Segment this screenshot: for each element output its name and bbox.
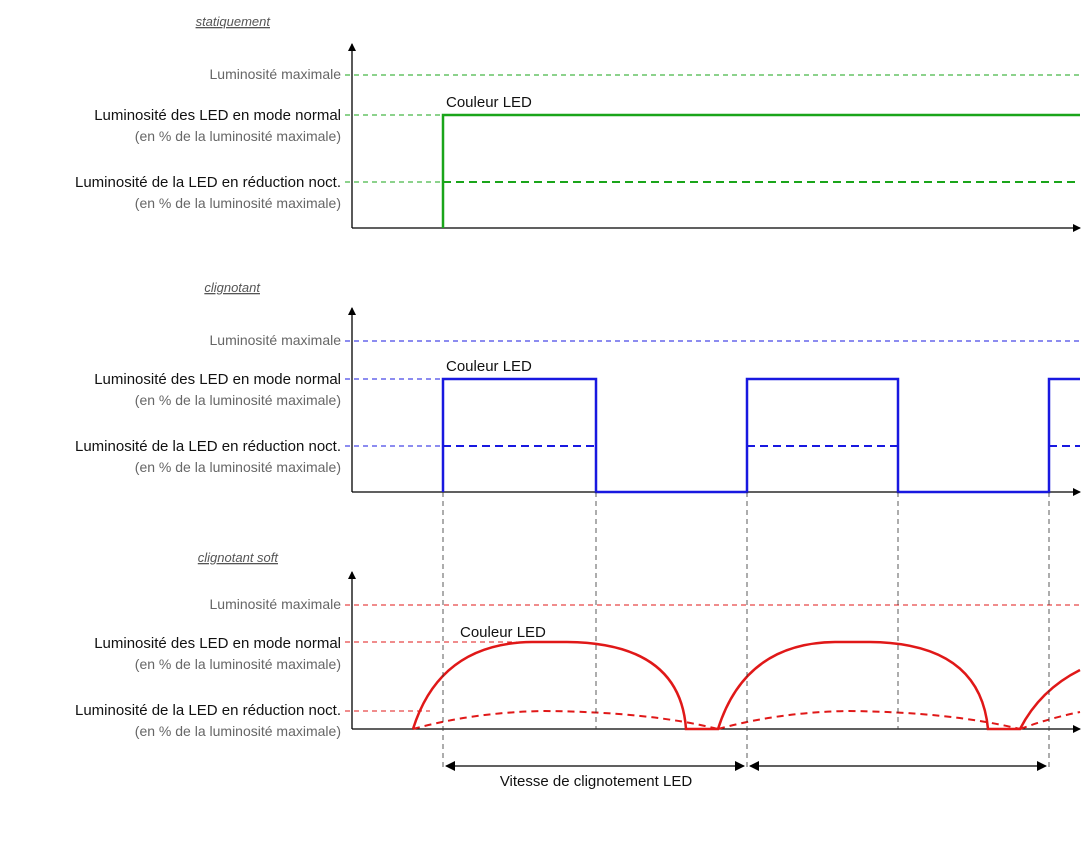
panel-title-blink: clignotant [204, 280, 261, 295]
label-normal-brightness: Luminosité des LED en mode normal [94, 635, 341, 652]
panel-soft: clignotant soft Luminosité maximale Lumi… [75, 550, 1081, 739]
curve-label: Couleur LED [460, 624, 546, 641]
label-normal-brightness: Luminosité des LED en mode normal [94, 371, 341, 388]
label-night-brightness-sub: (en % de la luminosité maximale) [135, 723, 341, 739]
panel-title-soft: clignotant soft [198, 550, 280, 565]
signal-night [1019, 711, 1081, 730]
label-normal-brightness: Luminosité des LED en mode normal [94, 107, 341, 124]
label-night-brightness-sub: (en % de la luminosité maximale) [135, 459, 341, 475]
curve-label: Couleur LED [446, 94, 532, 111]
label-normal-brightness-sub: (en % de la luminosité maximale) [135, 392, 341, 408]
signal-night [412, 709, 719, 730]
label-night-brightness: Luminosité de la LED en réduction noct. [75, 438, 341, 455]
timing-guides: Vitesse de clignotement LED [442, 492, 1050, 790]
signal-night [717, 709, 1021, 730]
label-max-brightness: Luminosité maximale [210, 66, 342, 82]
label-night-brightness: Luminosité de la LED en réduction noct. [75, 174, 341, 191]
blink-speed-label: Vitesse de clignotement LED [500, 773, 693, 790]
label-max-brightness: Luminosité maximale [210, 332, 342, 348]
panel-title-static: statiquement [196, 14, 272, 29]
label-normal-brightness-sub: (en % de la luminosité maximale) [135, 128, 341, 144]
signal-normal [441, 377, 1080, 494]
label-night-brightness: Luminosité de la LED en réduction noct. [75, 702, 341, 719]
label-max-brightness: Luminosité maximale [210, 596, 342, 612]
label-normal-brightness-sub: (en % de la luminosité maximale) [135, 656, 341, 672]
panel-blink: clignotant Luminosité maximale Luminosit… [75, 280, 1081, 496]
curve-label: Couleur LED [446, 358, 532, 375]
signal-normal [411, 640, 1081, 731]
panel-static: statiquement Luminosité maximale Luminos… [75, 14, 1081, 232]
label-night-brightness-sub: (en % de la luminosité maximale) [135, 195, 341, 211]
signal-normal [441, 113, 1080, 228]
